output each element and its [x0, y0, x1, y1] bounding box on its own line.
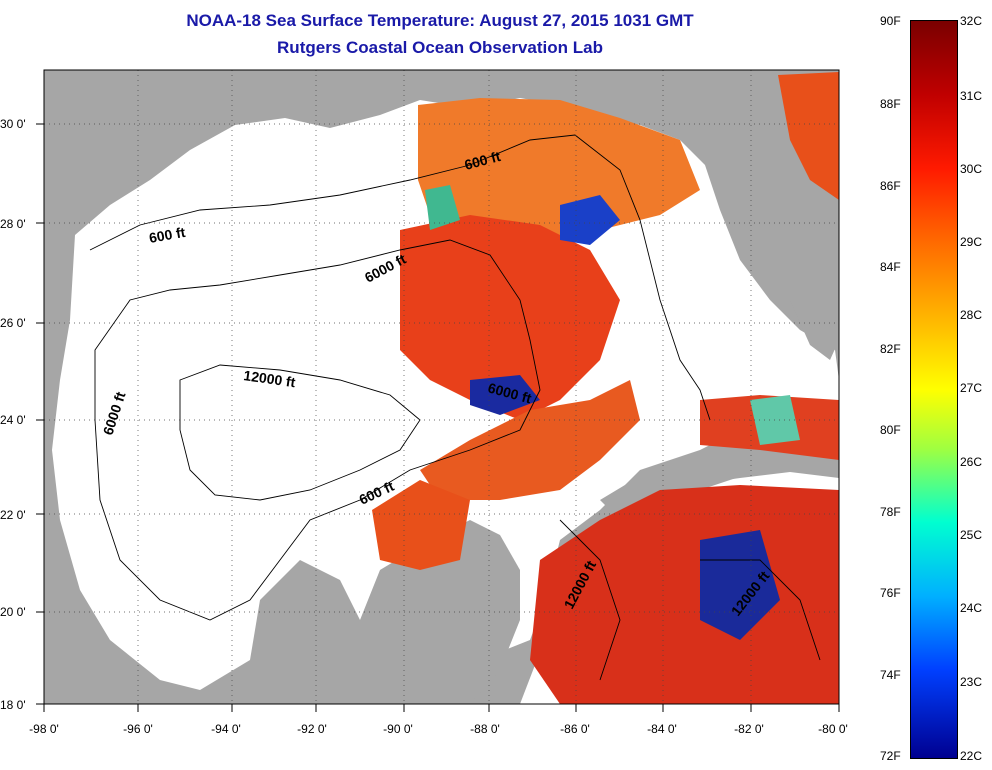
colorbar-f-label: 90F: [880, 14, 901, 28]
map-title: NOAA-18 Sea Surface Temperature: August …: [186, 11, 694, 30]
colorbar-f-label: 76F: [880, 586, 901, 600]
colorbar-c-label: 30C: [960, 162, 983, 176]
colorbar-c-label: 27C: [960, 381, 983, 395]
cuba-land: [600, 450, 839, 510]
lat-tick-label: 22 0': [0, 508, 26, 522]
contour-label-12000ft: 12000 ft: [243, 367, 297, 390]
sst-cool-patch-1: [560, 195, 620, 245]
colorbar-c-label: 31C: [960, 89, 983, 103]
lat-tick-label: 26 0': [0, 316, 26, 330]
sst-cool-patch-3: [700, 530, 780, 640]
colorbar-c-label: 29C: [960, 235, 983, 249]
colorbar-f-label: 82F: [880, 342, 901, 356]
colorbar-c-label: 28C: [960, 308, 983, 322]
colorbar-c-label: 26C: [960, 455, 983, 469]
gulf-water: [52, 98, 839, 690]
colorbar-f-label: 88F: [880, 97, 901, 111]
lon-tick-label: -84 0': [647, 722, 677, 736]
bathymetry-contours: [89, 134, 821, 681]
colorbar-f-label: 86F: [880, 179, 901, 193]
lon-tick-label: -98 0': [29, 722, 59, 736]
colorbar-f-label: 78F: [880, 505, 901, 519]
lon-tick-label: -92 0': [297, 722, 327, 736]
sst-florida-east-strip: [778, 72, 839, 200]
lat-tick-label: 20 0': [0, 605, 26, 619]
colorbar-f-label: 74F: [880, 668, 901, 682]
map-frame: [43, 69, 840, 705]
colorbar-c-label: 23C: [960, 675, 983, 689]
temperature-colorbar: [910, 20, 958, 759]
lon-tick-label: -82 0': [734, 722, 764, 736]
colorbar-c-label: 24C: [960, 601, 983, 615]
colorbar-c-label: 32C: [960, 14, 983, 28]
tick-marks: [36, 123, 840, 712]
lon-tick-label: -94 0': [211, 722, 241, 736]
lat-tick-label: 28 0': [0, 217, 26, 231]
lon-tick-label: -96 0': [123, 722, 153, 736]
colorbar-f-label: 80F: [880, 423, 901, 437]
contour-600ft: [89, 134, 711, 421]
lat-tick-label: 18 0': [0, 698, 26, 712]
sst-warm-region-north: [418, 98, 700, 240]
colorbar-f-label: 72F: [880, 749, 901, 763]
contour-12000ft: [179, 364, 421, 501]
lon-tick-label: -88 0': [470, 722, 500, 736]
lon-tick-label: -86 0': [560, 722, 590, 736]
sst-green-patch: [425, 185, 460, 230]
map-subtitle: Rutgers Coastal Ocean Observation Lab: [277, 38, 603, 57]
lat-tick-label: 30 0': [0, 117, 26, 131]
contour-caribbean: [559, 519, 821, 681]
sst-hot-region: [400, 215, 620, 420]
colorbar-c-label: 25C: [960, 528, 983, 542]
lon-tick-label: -80 0': [818, 722, 848, 736]
contour-label-600ft: 600 ft: [148, 224, 187, 246]
graticule: [44, 70, 839, 704]
lat-tick-label: 24 0': [0, 413, 26, 427]
sst-west-strip: [372, 480, 470, 570]
sst-cool-patch-2: [470, 375, 540, 415]
colorbar-c-label: 22C: [960, 749, 983, 763]
contour-6000ft: [94, 239, 541, 621]
lon-tick-label: -90 0': [383, 722, 413, 736]
colorbar-f-label: 84F: [880, 260, 901, 274]
sst-band-central: [420, 380, 640, 500]
